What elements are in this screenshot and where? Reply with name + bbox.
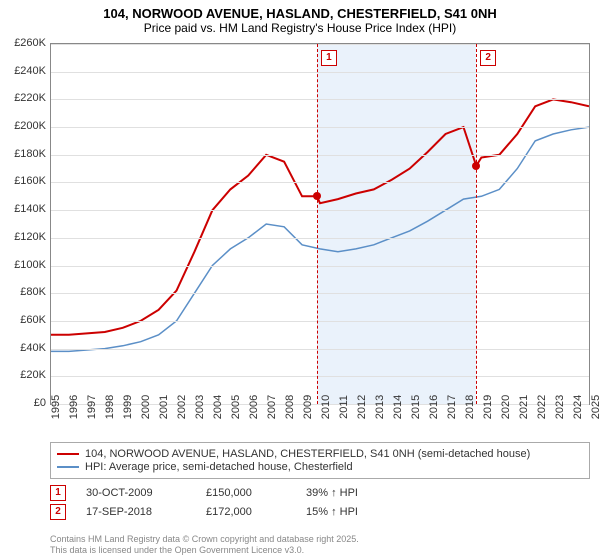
chart-container: 104, NORWOOD AVENUE, HASLAND, CHESTERFIE… [0, 0, 600, 560]
x-tick-label: 2001 [158, 395, 170, 419]
x-tick-label: 2020 [500, 395, 512, 419]
line-svg [51, 44, 589, 404]
x-tick-label: 2000 [140, 395, 152, 419]
legend-label: HPI: Average price, semi-detached house,… [85, 461, 353, 473]
x-tick-label: 2024 [572, 395, 584, 419]
events-table: 1 30-OCT-2009 £150,000 39% ↑ HPI 2 17-SEP-201… [50, 482, 590, 523]
x-tick-label: 2002 [176, 395, 188, 419]
x-tick-label: 2006 [248, 395, 260, 419]
y-tick-label: £40K [20, 342, 46, 354]
event-date: 30-OCT-2009 [86, 487, 186, 499]
y-tick-label: £160K [14, 175, 46, 187]
marker-dot [472, 162, 480, 170]
marker-line [476, 44, 477, 404]
legend-item: HPI: Average price, semi-detached house,… [57, 461, 583, 473]
y-tick-label: £100K [14, 259, 46, 271]
event-num-box: 2 [50, 504, 66, 520]
event-hpi: 39% ↑ HPI [306, 487, 358, 499]
x-tick-label: 2004 [212, 395, 224, 419]
legend-item: 104, NORWOOD AVENUE, HASLAND, CHESTERFIE… [57, 448, 583, 460]
y-tick-label: £180K [14, 148, 46, 160]
x-tick-label: 2015 [410, 395, 422, 419]
y-tick-label: £120K [14, 231, 46, 243]
series-line [51, 99, 589, 334]
x-tick-label: 2012 [356, 395, 368, 419]
marker-dot [313, 192, 321, 200]
y-tick-label: £60K [20, 314, 46, 326]
event-price: £172,000 [206, 506, 286, 518]
x-tick-label: 2008 [284, 395, 296, 419]
event-hpi: 15% ↑ HPI [306, 506, 358, 518]
x-tick-label: 1997 [86, 395, 98, 419]
legend-swatch [57, 453, 79, 455]
x-axis: 1995199619971998199920002001200220032004… [50, 405, 590, 435]
x-tick-label: 2022 [536, 395, 548, 419]
x-tick-label: 2011 [338, 395, 350, 419]
x-tick-label: 2019 [482, 395, 494, 419]
x-tick-label: 2010 [320, 395, 332, 419]
chart-title: 104, NORWOOD AVENUE, HASLAND, CHESTERFIE… [0, 0, 600, 21]
y-tick-label: £200K [14, 120, 46, 132]
legend-swatch [57, 466, 79, 468]
x-tick-label: 1996 [68, 395, 80, 419]
x-tick-label: 2009 [302, 395, 314, 419]
x-tick-label: 2023 [554, 395, 566, 419]
x-tick-label: 2003 [194, 395, 206, 419]
x-tick-label: 1998 [104, 395, 116, 419]
x-tick-label: 1999 [122, 395, 134, 419]
marker-label: 2 [480, 50, 496, 66]
credits: Contains HM Land Registry data © Crown c… [50, 534, 590, 556]
y-tick-label: £220K [14, 92, 46, 104]
y-tick-label: £260K [14, 37, 46, 49]
chart-subtitle: Price paid vs. HM Land Registry's House … [0, 21, 600, 39]
y-tick-label: £240K [14, 65, 46, 77]
y-tick-label: £20K [20, 369, 46, 381]
x-tick-label: 2025 [590, 395, 600, 419]
x-tick-label: 2021 [518, 395, 530, 419]
x-tick-label: 2017 [446, 395, 458, 419]
event-row: 1 30-OCT-2009 £150,000 39% ↑ HPI [50, 485, 590, 501]
credits-line2: This data is licensed under the Open Gov… [50, 545, 590, 556]
x-tick-label: 2013 [374, 395, 386, 419]
event-row: 2 17-SEP-2018 £172,000 15% ↑ HPI [50, 504, 590, 520]
y-axis: £0£20K£40K£60K£80K£100K£120K£140K£160K£1… [0, 43, 48, 403]
x-tick-label: 2018 [464, 395, 476, 419]
x-tick-label: 2007 [266, 395, 278, 419]
x-tick-label: 2016 [428, 395, 440, 419]
event-price: £150,000 [206, 487, 286, 499]
series-line [51, 127, 589, 351]
marker-line [317, 44, 318, 404]
y-tick-label: £140K [14, 203, 46, 215]
y-tick-label: £0 [34, 397, 46, 409]
x-tick-label: 2014 [392, 395, 404, 419]
marker-label: 1 [321, 50, 337, 66]
x-tick-label: 2005 [230, 395, 242, 419]
x-tick-label: 1995 [50, 395, 62, 419]
plot-area: 12 [50, 43, 590, 405]
event-num-box: 1 [50, 485, 66, 501]
event-date: 17-SEP-2018 [86, 506, 186, 518]
legend: 104, NORWOOD AVENUE, HASLAND, CHESTERFIE… [50, 442, 590, 479]
credits-line1: Contains HM Land Registry data © Crown c… [50, 534, 590, 545]
legend-label: 104, NORWOOD AVENUE, HASLAND, CHESTERFIE… [85, 448, 530, 460]
y-tick-label: £80K [20, 286, 46, 298]
